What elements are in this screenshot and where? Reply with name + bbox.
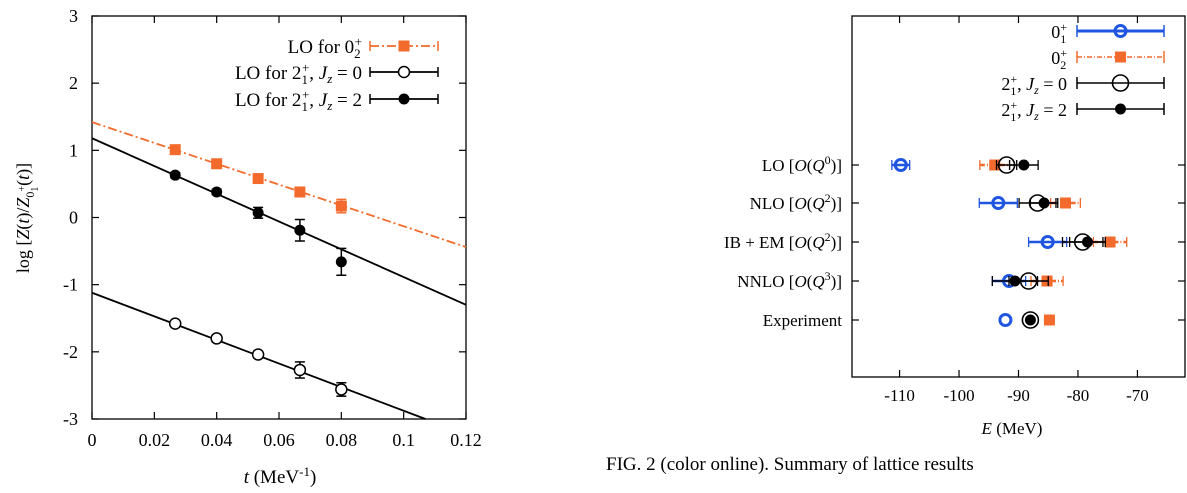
left-y-axis-label: log [Z(t)/Z01+(t)]: [13, 163, 41, 273]
right-x-tick-label: -90: [1007, 386, 1030, 405]
left-x-tick-label: 0.06: [263, 430, 295, 450]
left-x-tick-label: 0.1: [392, 430, 415, 450]
data-point-01: [998, 313, 1013, 327]
data-point-lo-for-21-jz-0: [251, 348, 265, 361]
legend-marker-lo-for-02: [398, 40, 410, 52]
left-chart: 0 0.02 0.04 0.06 0.08 0.1 0.12 3 2 1 0 -1 -2 -3 LO fo…: [13, 6, 482, 488]
left-y-tick-label: 0: [69, 208, 78, 228]
legend-label-02: 02+: [1051, 46, 1067, 72]
legend-marker-21-jz-0: [1111, 74, 1130, 92]
data-point-21-jz-2: [1024, 314, 1036, 326]
data-point-02: [1043, 314, 1055, 326]
right-plot-frame: [851, 15, 1186, 378]
data-point-lo-for-02: [169, 144, 181, 156]
data-point-21-jz-0: [1028, 194, 1047, 212]
legend-label-01: 01+: [1051, 20, 1067, 46]
data-point-21-jz-0: [1021, 311, 1040, 329]
right-x-axis-label: E (MeV): [981, 419, 1043, 438]
data-point-21-jz-0: [1073, 233, 1092, 251]
right-legend: 01+ 02+ 21+, Jz = 0 21+, Jz = 2: [1001, 20, 1165, 124]
left-y-tick-label: -1: [63, 275, 78, 295]
data-point-lo-for-21-jz-2: [252, 207, 264, 219]
category-label-lo: LO [O(Q0)]: [762, 153, 842, 175]
right-chart: -110 -100 -90 -80 -70 01+ 02+ 21+, Jz = 0 21…: [724, 15, 1186, 438]
legend-label-21-jz2: 21+, Jz = 2: [1001, 98, 1067, 124]
data-point-21-jz-0: [997, 156, 1016, 174]
right-x-tick-label: -70: [1126, 386, 1149, 405]
data-point-lo-for-21-jz-0: [293, 363, 307, 377]
data-point-02: [1104, 236, 1116, 248]
legend-marker-lo-for-21-jz-0: [397, 65, 411, 79]
left-x-tick-label: 0.08: [326, 430, 358, 450]
left-y-tick-label: 2: [69, 73, 78, 93]
left-x-tick-label: 0: [88, 430, 97, 450]
data-point-21-jz-0: [1019, 272, 1038, 290]
data-point-01: [991, 196, 1006, 210]
category-label-ib-em: IB + EM [O(Q2)]: [724, 230, 842, 252]
left-y-tick-label: 3: [69, 6, 78, 26]
right-x-tick-label: -110: [884, 386, 915, 405]
data-point-lo-for-02: [294, 186, 306, 198]
left-x-axis-label: t (MeV-1): [244, 464, 317, 488]
fit-line-lo-for-21-jz-2: [91, 137, 467, 306]
category-label-experiment: Experiment: [763, 311, 843, 330]
left-x-tick-label: 0.12: [450, 430, 482, 450]
data-point-01: [1040, 235, 1055, 249]
data-point-01: [893, 158, 908, 172]
legend-label-lo-02: LO for 02+: [288, 34, 362, 61]
data-point-02: [1059, 197, 1071, 209]
right-x-tick-label: -80: [1067, 386, 1090, 405]
left-x-tick-label: 0.02: [139, 430, 171, 450]
data-point-lo-for-21-jz-0: [168, 317, 182, 330]
left-y-tick-label: 1: [69, 140, 78, 160]
legend-marker-02: [1115, 51, 1126, 63]
data-point-lo-for-02: [335, 200, 347, 212]
data-point-lo-for-21-jz-2: [169, 169, 181, 181]
legend-label-21-jz0: 21+, Jz = 0: [1001, 72, 1067, 98]
figure-caption: FIG. 2 (color online). Summary of lattic…: [606, 454, 974, 475]
left-y-tick-label: -3: [63, 409, 78, 429]
category-label-nnlo: NNLO [O(Q3)]: [737, 269, 842, 291]
data-point-lo-for-02: [252, 173, 264, 185]
data-point-lo-for-21-jz-2: [211, 186, 223, 198]
data-point-lo-for-21-jz-0: [335, 383, 348, 396]
left-x-tick-label: 0.04: [201, 430, 233, 450]
legend-label-lo-21-jz0: LO for 21+, Jz = 0: [235, 60, 362, 87]
fit-line-lo-for-02: [91, 121, 467, 248]
data-point-lo-for-21-jz-2: [294, 224, 306, 236]
legend-label-lo-21-jz2: LO for 21+, Jz = 2: [235, 87, 362, 114]
category-label-nlo: NLO [O(Q2)]: [750, 191, 842, 213]
right-category-labels: LO [O(Q0)] NLO [O(Q2)] IB + EM [O(Q2)] N…: [724, 153, 842, 330]
right-x-tick-label: -100: [943, 386, 974, 405]
data-point-lo-for-21-jz-0: [210, 332, 223, 345]
data-point-21-jz-2: [1018, 159, 1030, 171]
legend-marker-21-jz-2: [1115, 103, 1126, 115]
data-point-02: [989, 159, 1001, 171]
left-legend: LO for 02+ LO for 21+, Jz = 0 LO for 21+…: [235, 34, 439, 114]
data-point-lo-for-02: [211, 158, 223, 170]
data-point-lo-for-21-jz-2: [335, 256, 347, 268]
legend-marker-01: [1113, 24, 1128, 38]
left-y-tick-label: -2: [63, 342, 78, 362]
legend-marker-lo-for-21-jz-2: [398, 93, 410, 105]
